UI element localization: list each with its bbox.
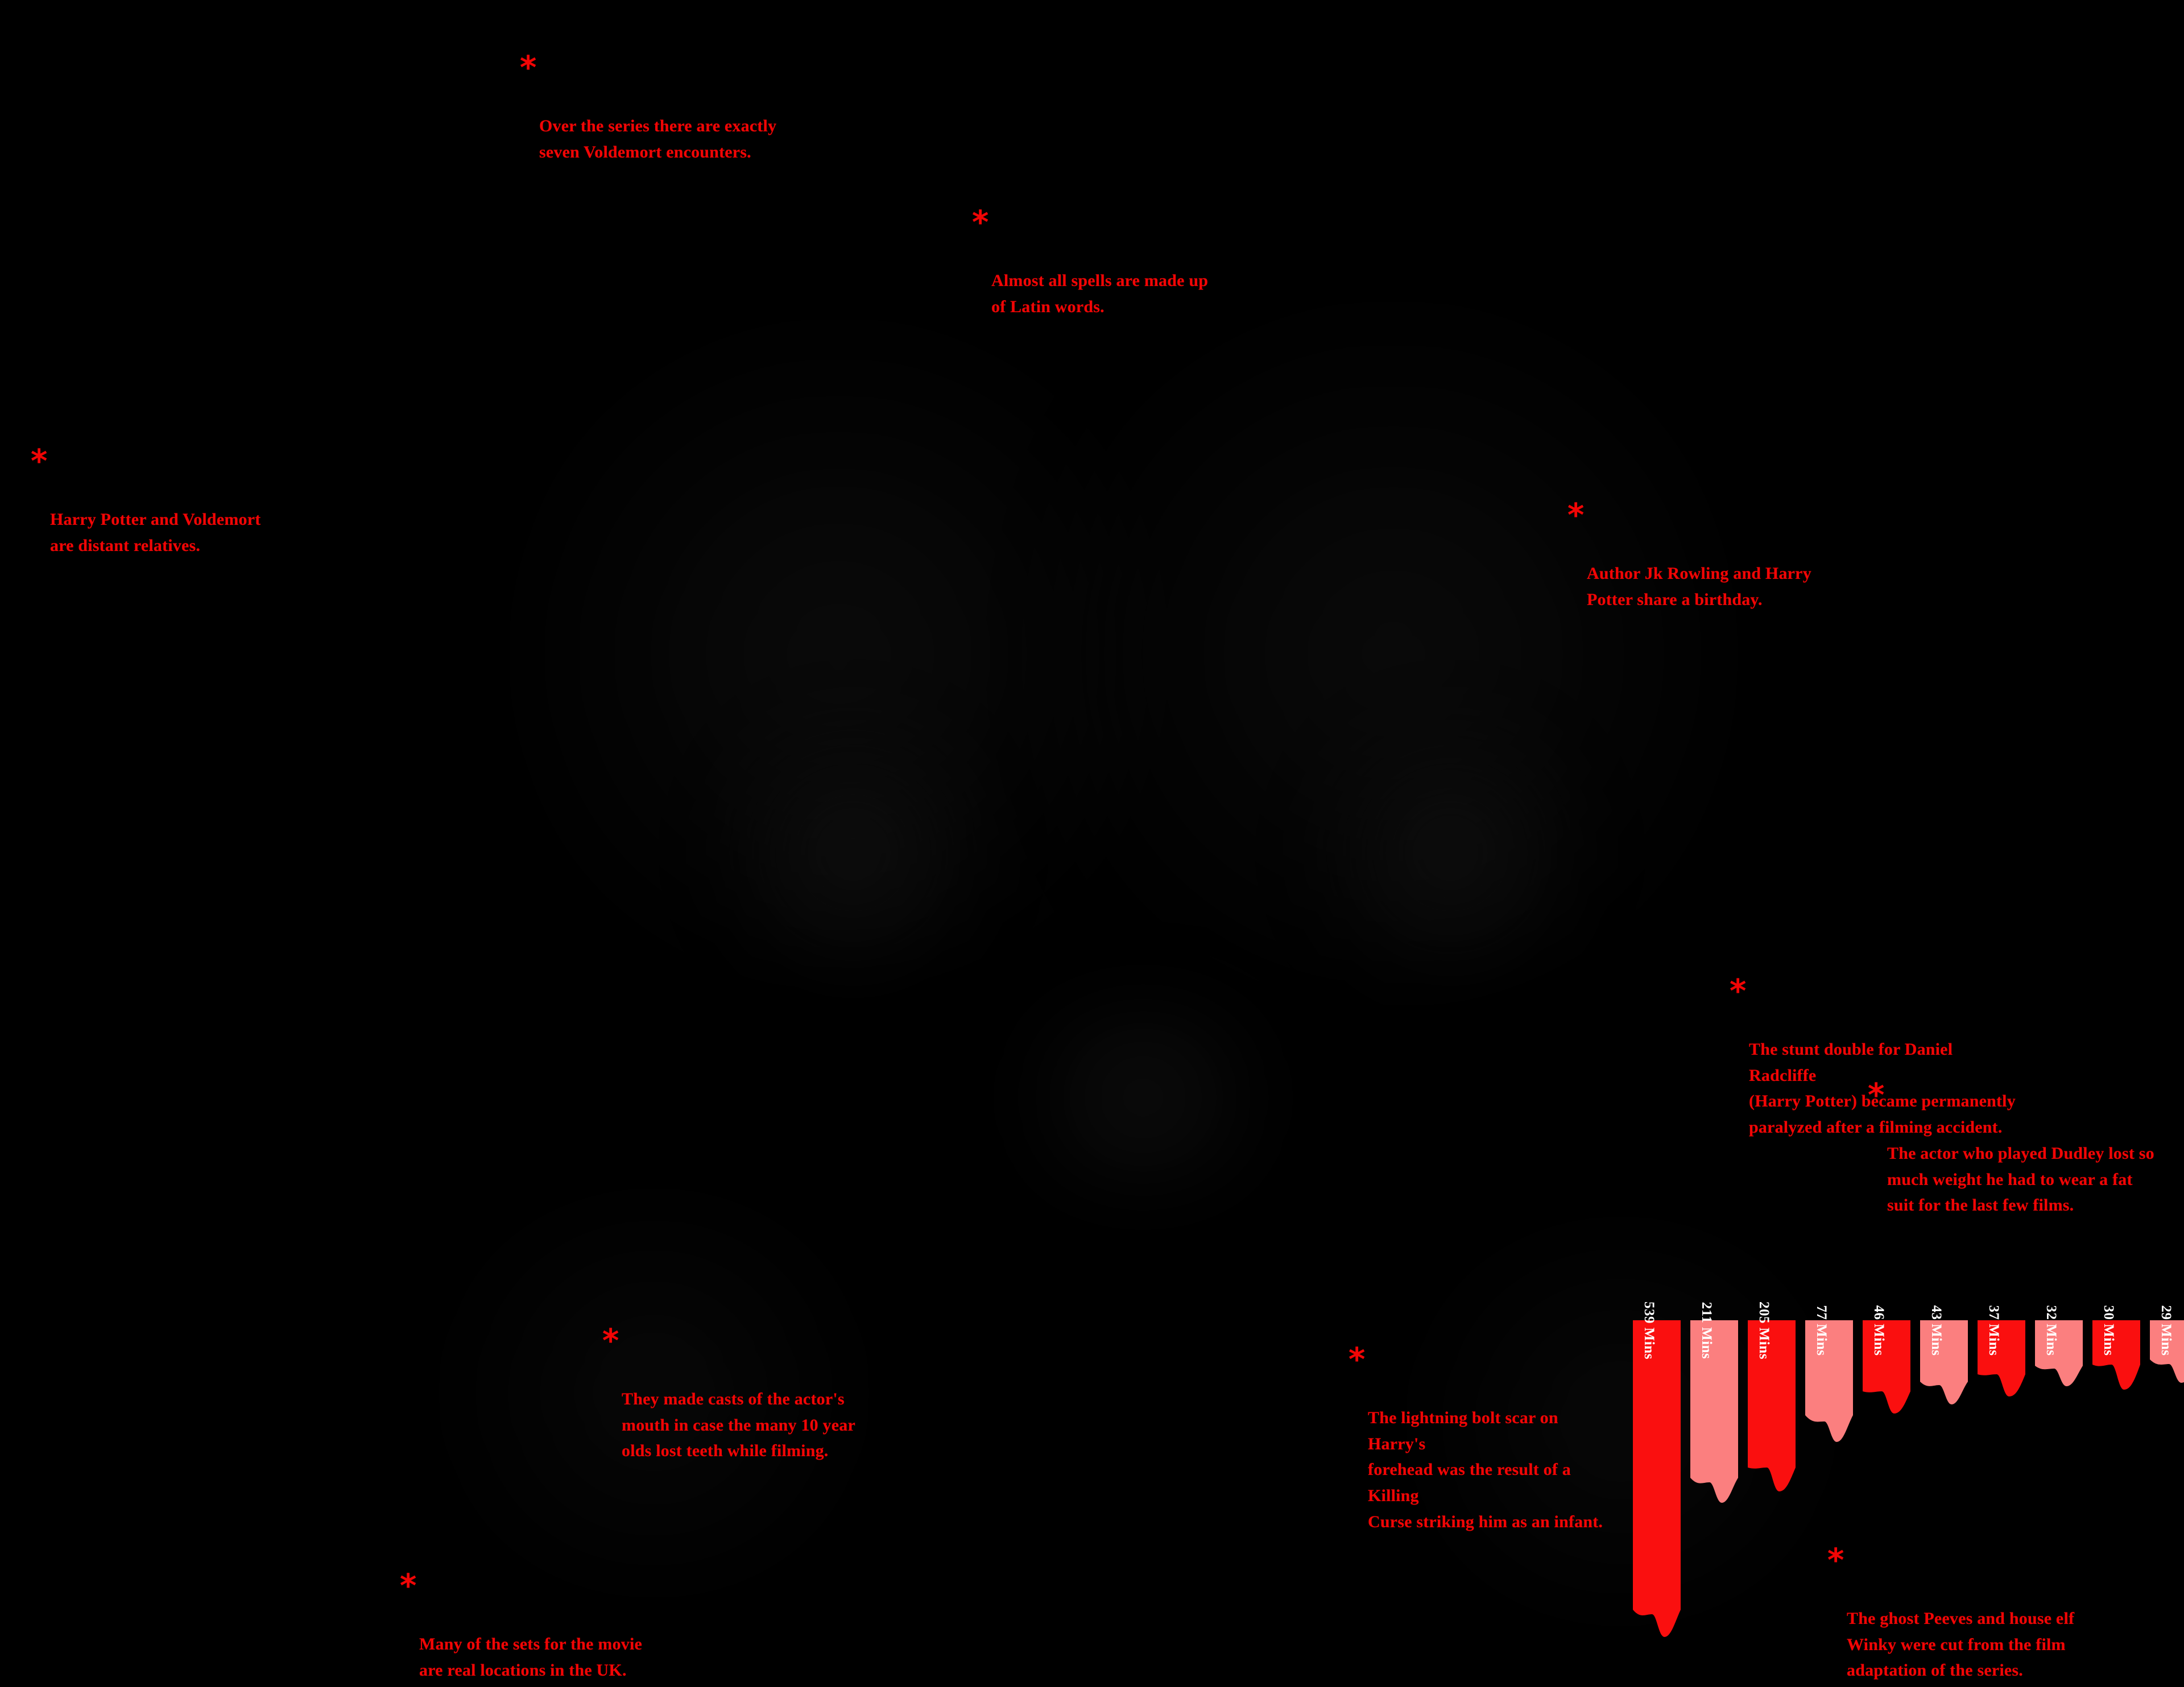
- asterisk-icon: *: [1349, 1341, 1366, 1378]
- bar-body: 205 Mins: [1748, 1301, 1796, 1464]
- bar-drip: [1748, 1464, 1796, 1491]
- annotation-note: * The actor who played Dudley lost so mu…: [1868, 1080, 2154, 1245]
- asterisk-icon: *: [1827, 1542, 1844, 1579]
- bar-body: 46 Mins: [1863, 1305, 1910, 1388]
- annotation-text: The lightning bolt scar on Harry's foreh…: [1368, 1408, 1603, 1531]
- bar-1[interactable]: 539 Mins: [1633, 1301, 1681, 1640]
- bar-value-label: 32 Mins: [2044, 1305, 2059, 1356]
- bar-value-label: 205 Mins: [1756, 1301, 1772, 1359]
- bar-body: 43 Mins: [1920, 1305, 1968, 1381]
- bar-10[interactable]: 29 Mins: [2150, 1305, 2184, 1391]
- annotation-note: * Many of the sets for the movie are rea…: [400, 1570, 664, 1687]
- annotation-note: * Harry Potter and Voldemort are distant…: [31, 446, 295, 585]
- bar-value-label: 211 Mins: [1699, 1301, 1714, 1359]
- bar-body: 32 Mins: [2035, 1305, 2083, 1363]
- bar-body: 29 Mins: [2150, 1305, 2184, 1358]
- asterisk-icon: *: [972, 204, 989, 241]
- bar-drip: [1690, 1477, 1738, 1503]
- bar-body: 211 Mins: [1690, 1302, 1738, 1477]
- annotation-text: The ghost Peeves and house elf Winky wer…: [1847, 1609, 2075, 1680]
- bar-8[interactable]: 32 Mins: [2035, 1305, 2083, 1396]
- annotation-note: * The ghost Peeves and house elf Winky w…: [1827, 1545, 2097, 1687]
- asterisk-icon: *: [1868, 1077, 1885, 1114]
- asterisk-icon: *: [31, 443, 48, 480]
- annotation-text: The actor who played Dudley lost so much…: [1887, 1144, 2154, 1215]
- bar-drip: [1863, 1388, 1910, 1414]
- bar-drip: [1805, 1414, 1853, 1442]
- annotation-note: * Over the series there are exactly seve…: [520, 52, 784, 191]
- annotation-text: Harry Potter and Voldemort are distant r…: [50, 510, 261, 555]
- annotation-note: * They made casts of the actor's mouth i…: [602, 1325, 872, 1490]
- bar-4[interactable]: 77 Mins: [1805, 1305, 1853, 1446]
- asterisk-icon: *: [520, 49, 537, 86]
- bar-value-label: 43 Mins: [1929, 1305, 1944, 1356]
- bar-value-label: 77 Mins: [1814, 1305, 1829, 1356]
- bar-drip: [1920, 1381, 1968, 1404]
- bar-6[interactable]: 43 Mins: [1920, 1305, 1968, 1414]
- annotation-note: * The stunt double for Daniel Radcliffe …: [1730, 976, 2016, 1166]
- annotation-note: * Author Jk Rowling and Harry Potter sha…: [1567, 500, 1831, 639]
- asterisk-icon: *: [400, 1568, 417, 1605]
- bar-drip: [1978, 1370, 2025, 1396]
- bar-9[interactable]: 30 Mins: [2092, 1305, 2140, 1394]
- bar-body: 539 Mins: [1633, 1301, 1681, 1607]
- bar-value-label: 46 Mins: [1871, 1305, 1887, 1356]
- bar-body: 30 Mins: [2092, 1305, 2140, 1361]
- bar-value-label: 37 Mins: [1986, 1305, 2001, 1356]
- bar-5[interactable]: 46 Mins: [1863, 1305, 1910, 1421]
- bar-value-label: 539 Mins: [1641, 1301, 1657, 1359]
- annotation-text: Many of the sets for the movie are real …: [419, 1635, 643, 1680]
- bar-body: 37 Mins: [1978, 1305, 2025, 1370]
- bar-value-label: 29 Mins: [2158, 1305, 2174, 1356]
- annotation-text: The stunt double for Daniel Radcliffe (H…: [1749, 1040, 2016, 1137]
- annotation-note: * Almost all spells are made up of Latin…: [972, 207, 1236, 346]
- annotation-text: Author Jk Rowling and Harry Potter share…: [1587, 564, 1811, 609]
- bar-drip: [1633, 1607, 1681, 1637]
- annotation-text: Over the series there are exactly seven …: [539, 117, 777, 161]
- bar-2[interactable]: 211 Mins: [1690, 1302, 1738, 1510]
- bar-drip: [2035, 1363, 2083, 1386]
- bar-value-label: 30 Mins: [2101, 1305, 2116, 1356]
- asterisk-icon: *: [602, 1323, 619, 1359]
- bar-7[interactable]: 37 Mins: [1978, 1305, 2025, 1403]
- asterisk-icon: *: [1730, 973, 1747, 1010]
- bar-3[interactable]: 205 Mins: [1748, 1301, 1796, 1497]
- annotation-text: They made casts of the actor's mouth in …: [622, 1390, 855, 1461]
- annotation-note: * The lightning bolt scar on Harry's for…: [1349, 1344, 1618, 1561]
- bar-drip: [2150, 1358, 2184, 1383]
- bar-body: 77 Mins: [1805, 1305, 1853, 1414]
- blood-drip-bar-chart: 539 Mins 211 Mins 205 Mins 77 Mins 46 Mins 43…: [1633, 1301, 2184, 1673]
- annotation-text: Almost all spells are made up of Latin w…: [991, 271, 1209, 316]
- asterisk-icon: *: [1567, 497, 1585, 534]
- bar-drip: [2092, 1361, 2140, 1390]
